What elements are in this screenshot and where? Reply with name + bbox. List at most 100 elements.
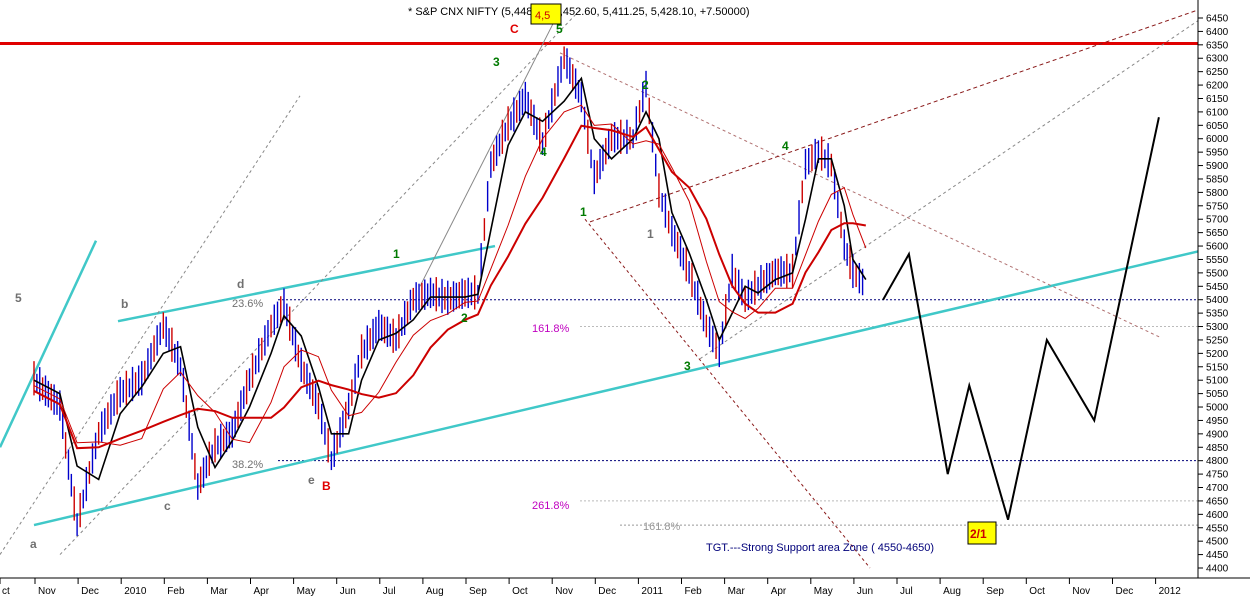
y-tick-label: 5600	[1206, 242, 1229, 253]
wave-label-b: b	[121, 297, 128, 311]
y-tick-label: 4550	[1206, 523, 1229, 534]
support-channel-left	[0, 240, 98, 448]
x-tick-label: Sep	[469, 586, 487, 597]
y-tick-label: 4600	[1206, 510, 1229, 521]
annotation-layer: * S&P CNX NIFTY (5,448.15, 5,452.60, 5,4…	[15, 3, 997, 554]
y-tick-label: 5300	[1206, 322, 1229, 333]
x-tick-label: Aug	[426, 586, 444, 597]
x-tick-label: Feb	[167, 586, 185, 597]
target-highlight-box	[967, 521, 997, 545]
support-channel-upper	[117, 244, 496, 323]
fib-label-1618-a: 161.8%	[532, 323, 570, 335]
projection-line	[882, 117, 1160, 520]
uptrend-line-dark	[589, 9, 1199, 223]
wave-label-4-a: 4	[540, 145, 547, 159]
y-tick-label: 6200	[1206, 81, 1229, 92]
y-tick-label: 6050	[1206, 121, 1229, 132]
wave-label-e: e	[308, 473, 315, 487]
wave-label-1-a: 1	[393, 247, 400, 261]
wave-label-3-b: 3	[684, 359, 691, 373]
moving-average-long	[33, 124, 867, 450]
top-highlight-box	[530, 3, 562, 25]
x-tick-label: Nov	[38, 586, 56, 597]
x-tick-label: Feb	[685, 586, 703, 597]
x-tick-label: Oct	[512, 586, 528, 597]
x-tick-label: May	[814, 586, 833, 597]
y-tick-label: 4850	[1206, 443, 1229, 454]
y-tick-group: 4400 4450 4500 4550 4600 4650 4700 4750 4800 4850…	[1198, 14, 1229, 575]
x-tick-label: Jun	[857, 586, 873, 597]
axes	[0, 0, 1250, 579]
x-tick-label: 2011	[641, 586, 663, 597]
x-tick-label: Dec	[81, 586, 99, 597]
target-highlight-label: 2/1	[970, 527, 987, 541]
moving-average-mid	[33, 104, 867, 446]
parallel-line-1	[0, 95, 301, 555]
x-tick-label: Apr	[771, 586, 787, 597]
y-tick-label: 6000	[1206, 134, 1229, 145]
x-tick-label: 2010	[124, 586, 147, 597]
x-tick-group: ct Nov Dec 2010 Feb Mar Apr May Jun Jul Aug Sep Oct N…	[0, 578, 1181, 597]
moving-average-short	[33, 76, 867, 481]
fib-label-382: 38.2%	[232, 459, 263, 471]
x-tick-label: Aug	[943, 586, 961, 597]
y-tick-label: 5550	[1206, 255, 1229, 266]
y-tick-label: 5050	[1206, 389, 1229, 400]
x-tick-label: Nov	[555, 586, 573, 597]
y-tick-label: 5700	[1206, 215, 1229, 226]
wave-label-2-b: 2	[642, 78, 649, 92]
y-tick-label: 5100	[1206, 376, 1229, 387]
y-tick-label: 4450	[1206, 550, 1229, 561]
x-tick-label: Jul	[383, 586, 396, 597]
wave-label-d: d	[237, 277, 244, 291]
wave-label-c: c	[164, 499, 171, 513]
y-tick-label: 5450	[1206, 282, 1229, 293]
wave-label-5-left: 5	[15, 291, 22, 305]
x-tick-label: Jul	[900, 586, 913, 597]
x-tick-label: Sep	[986, 586, 1004, 597]
wave-label-2-a: 2	[461, 311, 468, 325]
y-tick-label: 5150	[1206, 362, 1229, 373]
parallel-line-3	[419, 9, 561, 287]
y-tick-label: 6450	[1206, 14, 1229, 25]
fib-label-2618: 261.8%	[532, 500, 570, 512]
target-text: TGT.---Strong Support area Zone ( 4550-4…	[706, 542, 934, 554]
x-tick-label: Jun	[340, 586, 356, 597]
top-highlight-label: 4,5	[535, 10, 550, 22]
y-tick-label: 6150	[1206, 94, 1229, 105]
wave-label-1-c: 1	[647, 227, 654, 241]
chart-title: * S&P CNX NIFTY (5,448.15, 5,452.60, 5,4…	[408, 6, 750, 18]
wave-label-4-b: 4	[782, 139, 789, 153]
y-tick-label: 4750	[1206, 470, 1229, 481]
wave-label-a: a	[30, 537, 37, 551]
y-tick-label: 5000	[1206, 403, 1229, 414]
y-tick-label: 5500	[1206, 268, 1229, 279]
y-tick-label: 4900	[1206, 429, 1229, 440]
downtrend-line-upper	[559, 52, 1161, 338]
x-tick-label: Mar	[728, 586, 746, 597]
y-tick-label: 4700	[1206, 483, 1229, 494]
y-tick-label: 5750	[1206, 201, 1229, 212]
y-tick-label: 6100	[1206, 107, 1229, 118]
y-tick-label: 6350	[1206, 40, 1229, 51]
support-channel-lower	[33, 250, 1199, 527]
wave-label-3-top: 3	[493, 55, 500, 69]
y-tick-label: 6400	[1206, 27, 1229, 38]
y-tick-label: 5800	[1206, 188, 1229, 199]
y-tick-label: 5950	[1206, 148, 1229, 159]
y-tick-label: 4500	[1206, 537, 1229, 548]
y-tick-label: 5200	[1206, 349, 1229, 360]
wave-label-B: B	[322, 479, 331, 493]
y-tick-label: 4650	[1206, 496, 1229, 507]
y-tick-label: 6250	[1206, 67, 1229, 78]
y-tick-label: 5650	[1206, 228, 1229, 239]
fib-label-236: 23.6%	[232, 298, 263, 310]
fib-label-1618-b: 161.8%	[643, 521, 681, 533]
x-tick-label: Nov	[1072, 586, 1090, 597]
y-tick-label: 5350	[1206, 309, 1229, 320]
y-tick-label: 4950	[1206, 416, 1229, 427]
y-tick-label: 4400	[1206, 564, 1229, 575]
